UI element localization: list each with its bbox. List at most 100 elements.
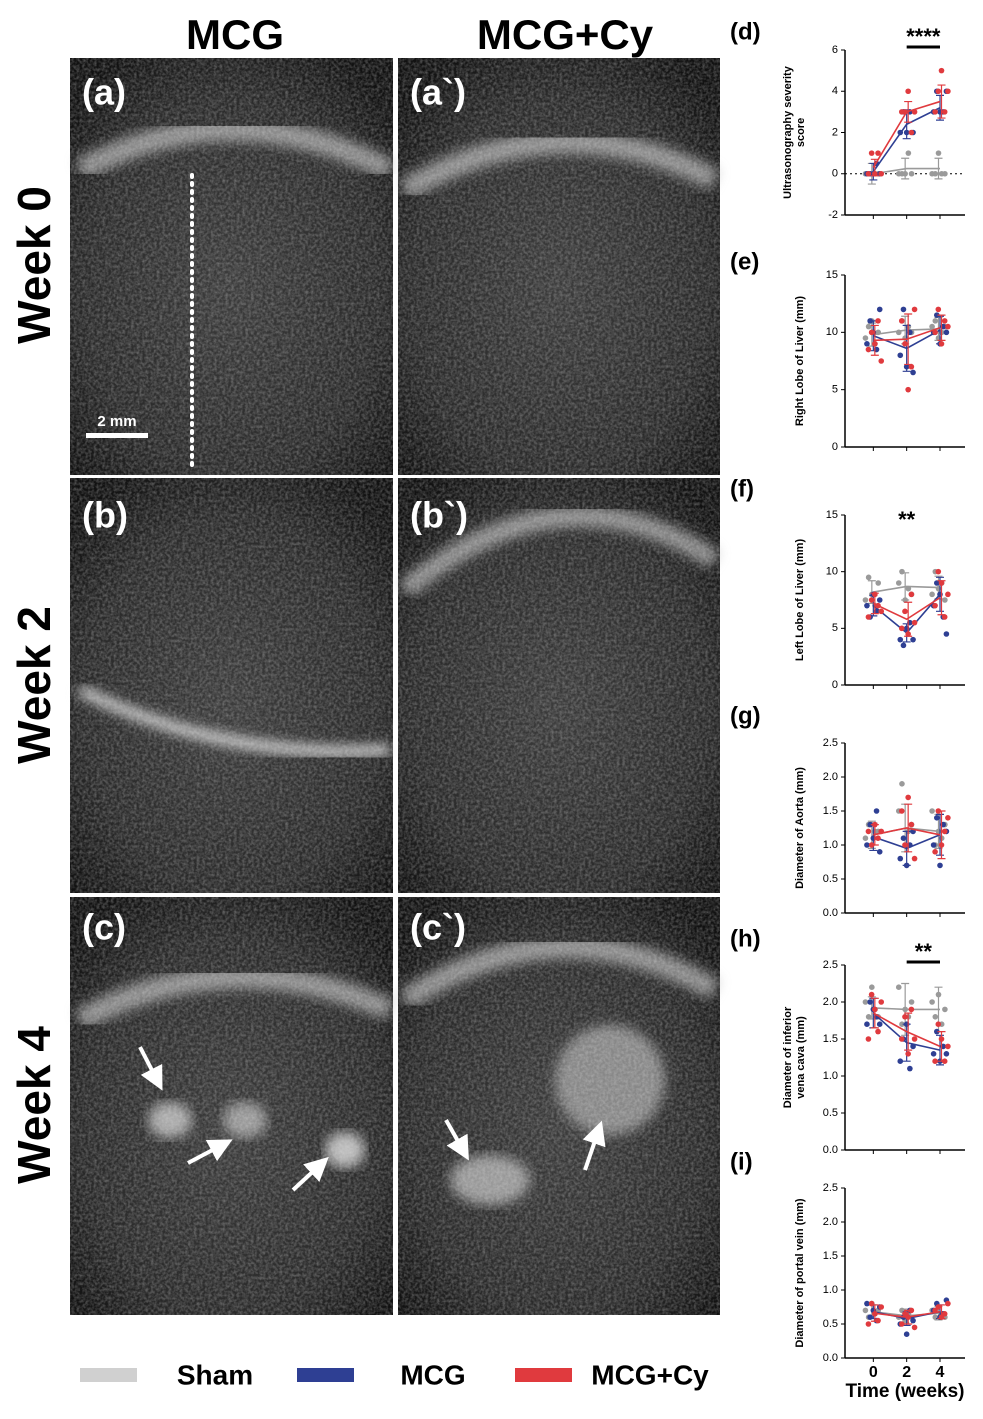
data-point: [906, 150, 912, 156]
panel-label: (b`): [410, 495, 468, 536]
data-point: [869, 992, 875, 998]
data-point: [929, 592, 935, 598]
y-axis-title: Ultrasonography severity: [782, 65, 794, 199]
data-point: [896, 580, 902, 586]
x-tick-label: 0: [869, 1364, 878, 1381]
ultrasound-images: [70, 58, 720, 1315]
y-axis-title: Diameter of portal vein (mm): [794, 1198, 806, 1347]
data-point: [945, 815, 951, 821]
data-point: [929, 999, 935, 1005]
chart-label: (h): [730, 925, 761, 952]
data-point: [897, 637, 903, 643]
legend-label: Sham: [177, 1359, 253, 1390]
y-tick-label: 1.5: [823, 1250, 838, 1262]
data-point: [909, 592, 915, 598]
data-point: [929, 808, 935, 814]
scale-bar-label: 2 mm: [97, 413, 136, 430]
y-tick-label: 1.0: [823, 1284, 838, 1296]
data-point: [869, 597, 875, 603]
scale-bar: [86, 433, 148, 438]
y-tick-label: 4: [832, 85, 838, 97]
legend-swatch: [297, 1368, 354, 1382]
data-point: [932, 109, 938, 115]
data-point: [936, 1021, 942, 1027]
data-point: [939, 68, 945, 74]
data-point: [945, 88, 951, 94]
data-point: [863, 597, 869, 603]
data-point: [875, 1029, 881, 1035]
data-point: [909, 130, 915, 136]
y-tick-label: 2: [832, 126, 838, 138]
data-point: [945, 324, 951, 330]
y-axis-title: Diameter of inferior: [782, 1006, 794, 1108]
data-point: [899, 318, 905, 324]
data-point: [899, 569, 905, 575]
y-tick-label: -2: [828, 209, 838, 221]
chart-label: (f): [730, 475, 754, 502]
chart-label: (g): [730, 702, 761, 729]
data-point: [944, 631, 950, 637]
legend-swatch: [515, 1368, 572, 1382]
data-point: [933, 171, 939, 177]
legend-label: MCG+Cy: [591, 1359, 709, 1390]
data-point: [877, 307, 883, 313]
data-point: [944, 1051, 950, 1057]
significance-label: ****: [906, 24, 941, 49]
chart-label: (d): [730, 18, 761, 45]
y-tick-label: 1.5: [823, 1033, 838, 1045]
data-point: [907, 1066, 913, 1072]
y-axis-title: score: [795, 118, 807, 147]
data-point: [866, 614, 872, 620]
data-point: [899, 1321, 905, 1327]
data-point: [897, 856, 903, 862]
ultrasound-panel: [398, 58, 720, 475]
data-point: [942, 1007, 948, 1013]
data-point: [877, 849, 883, 855]
y-tick-label: 2.0: [823, 1216, 838, 1228]
y-tick-label: 0: [832, 679, 838, 691]
ultrasound-panel: [398, 478, 720, 893]
data-point: [912, 307, 918, 313]
data-point: [932, 603, 938, 609]
y-tick-label: 5: [832, 384, 838, 396]
data-point: [905, 88, 911, 94]
data-point: [912, 856, 918, 862]
legend-label: MCG: [400, 1359, 465, 1390]
data-point: [936, 150, 942, 156]
data-point: [902, 609, 908, 615]
row-label: Week 2: [8, 606, 60, 764]
y-tick-label: 0: [832, 441, 838, 453]
data-point: [901, 643, 907, 649]
data-point: [869, 330, 875, 336]
row-label: Week 4: [8, 1026, 60, 1184]
data-point: [899, 808, 905, 814]
data-point: [867, 999, 873, 1005]
data-point: [878, 609, 884, 615]
panel-label: (b): [82, 495, 128, 536]
data-point: [901, 835, 907, 841]
data-point: [905, 1051, 911, 1057]
data-point: [945, 1301, 951, 1307]
x-tick-label: 2: [902, 1364, 911, 1381]
y-tick-label: 6: [832, 44, 838, 56]
legend-swatch: [80, 1368, 137, 1382]
panel-label: (a): [82, 72, 126, 113]
panel-label: (c`): [410, 907, 466, 948]
column-header: MCG+Cy: [477, 11, 654, 58]
data-point: [912, 620, 918, 626]
data-point: [933, 318, 939, 324]
y-tick-label: 1.0: [823, 1070, 838, 1082]
data-point: [875, 1318, 881, 1324]
y-tick-label: 1.5: [823, 805, 838, 817]
data-point: [945, 592, 951, 598]
row-label: Week 0: [8, 186, 60, 344]
data-point: [912, 1036, 918, 1042]
data-point: [875, 835, 881, 841]
data-point: [863, 1308, 869, 1314]
data-point: [909, 999, 915, 1005]
y-tick-label: 2.0: [823, 771, 838, 783]
data-point: [933, 1014, 939, 1020]
data-point: [878, 999, 884, 1005]
data-point: [944, 330, 950, 336]
y-tick-label: 5: [832, 622, 838, 634]
